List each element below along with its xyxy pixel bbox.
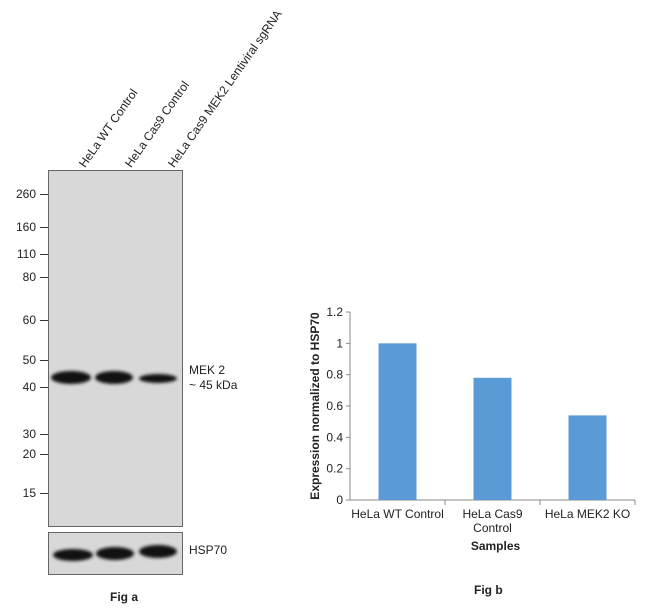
marker-label: 80 <box>22 270 36 284</box>
y-tick-label: 0.6 <box>326 399 343 413</box>
marker-label: 30 <box>22 427 36 441</box>
loading-control-label: HSP70 <box>189 543 228 557</box>
marker-tick <box>40 320 48 321</box>
marker-label: 160 <box>15 220 36 234</box>
band-label: MEK 2 <box>189 363 226 377</box>
band-size-label: ~ 45 kDa <box>189 378 238 392</box>
marker-label: 60 <box>22 313 36 327</box>
marker-label: 260 <box>15 187 36 201</box>
hsp70-band <box>139 545 177 558</box>
y-tick-label: 1 <box>336 336 343 350</box>
marker-tick <box>40 194 48 195</box>
marker-tick <box>40 434 48 435</box>
x-category-label: HeLa MEK2 KO <box>545 507 630 521</box>
marker-label: 40 <box>22 380 36 394</box>
bar <box>568 415 607 500</box>
figure-a-caption: Fig a <box>110 590 139 604</box>
mek2-band <box>51 371 91 384</box>
marker-tick <box>40 277 48 278</box>
marker-label: 15 <box>22 486 36 500</box>
y-tick-label: 0 <box>336 493 343 507</box>
marker-label: 110 <box>16 247 36 261</box>
y-tick-label: 1.2 <box>326 305 343 319</box>
y-tick-label: 0.4 <box>326 430 343 444</box>
marker-tick <box>40 254 48 255</box>
hsp70-band <box>96 547 134 560</box>
y-tick-label: 0.2 <box>326 462 343 476</box>
x-category-label: HeLa Cas9 Control <box>462 507 522 535</box>
loading-membrane <box>48 532 183 575</box>
marker-label: 20 <box>22 447 36 461</box>
y-tick-label: 0.8 <box>326 368 343 382</box>
marker-tick <box>40 360 48 361</box>
y-axis-title: Expression normalized to HSP70 <box>308 312 322 500</box>
marker-tick <box>40 454 48 455</box>
mek2-band <box>139 374 177 383</box>
marker-tick <box>40 387 48 388</box>
blot-membrane <box>48 170 183 527</box>
figure-b-caption: Fig b <box>474 583 503 597</box>
hsp70-band <box>53 549 93 561</box>
bar <box>378 343 417 500</box>
x-axis-title: Samples <box>471 539 521 553</box>
mek2-band <box>95 371 133 384</box>
marker-label: 50 <box>22 353 36 367</box>
bar <box>473 377 512 500</box>
x-category-label: HeLa WT Control <box>351 507 443 521</box>
marker-tick <box>40 493 48 494</box>
marker-tick <box>40 227 48 228</box>
